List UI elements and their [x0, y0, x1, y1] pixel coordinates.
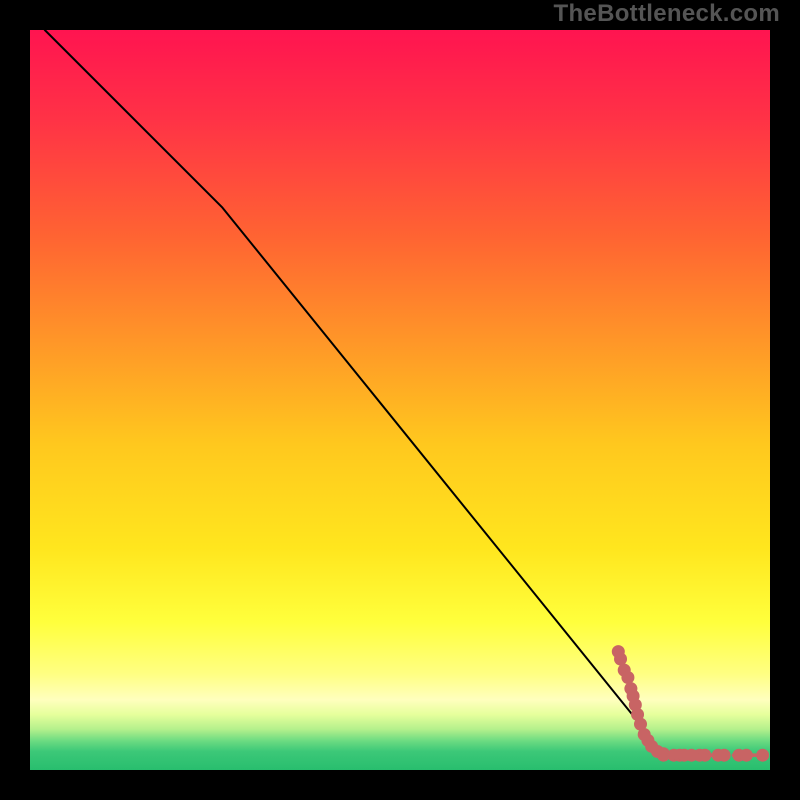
chart-svg [30, 30, 770, 770]
chart-container: TheBottleneck.com [0, 0, 800, 800]
gradient-background [30, 30, 770, 770]
watermark-text: TheBottleneck.com [554, 0, 780, 28]
